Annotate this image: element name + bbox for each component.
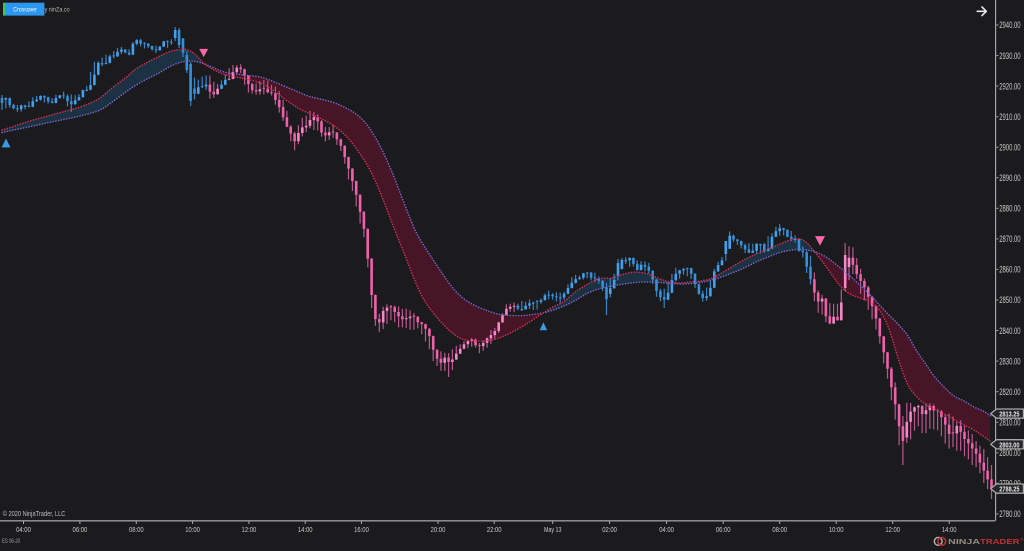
svg-text:TRADER: TRADER [980, 537, 1020, 546]
svg-text:12:00: 12:00 [242, 525, 257, 534]
svg-text:2810.00: 2810.00 [999, 417, 1020, 427]
svg-text:2820.00: 2820.00 [999, 387, 1020, 397]
svg-text:2910.00: 2910.00 [999, 112, 1020, 122]
svg-text:2940.00: 2940.00 [999, 20, 1020, 30]
svg-text:14:00: 14:00 [942, 525, 957, 534]
svg-text:2880.00: 2880.00 [999, 204, 1020, 214]
svg-text:2860.00: 2860.00 [999, 265, 1020, 275]
svg-text:y ninZa.co: y ninZa.co [45, 6, 70, 13]
svg-text:2788.25: 2788.25 [999, 485, 1020, 494]
svg-text:2930.00: 2930.00 [999, 51, 1020, 61]
svg-text:®: ® [1020, 536, 1024, 542]
svg-text:2890.00: 2890.00 [999, 173, 1020, 183]
svg-text:20:00: 20:00 [431, 525, 446, 534]
svg-text:© 2020 NinjaTrader, LLC: © 2020 NinjaTrader, LLC [3, 509, 66, 518]
svg-text:2850.00: 2850.00 [999, 295, 1020, 305]
svg-text:2780.00: 2780.00 [999, 509, 1020, 519]
svg-text:May 13: May 13 [544, 525, 562, 534]
svg-text:NINJA: NINJA [948, 537, 981, 546]
svg-text:2900.00: 2900.00 [999, 142, 1020, 152]
svg-text:2920.00: 2920.00 [999, 81, 1020, 91]
svg-text:ES 06-20: ES 06-20 [2, 538, 20, 545]
svg-text:04:00: 04:00 [16, 525, 31, 534]
svg-text:02:00: 02:00 [602, 525, 617, 534]
svg-text:08:00: 08:00 [772, 525, 787, 534]
svg-text:Crossover: Crossover [13, 7, 36, 14]
svg-text:22:00: 22:00 [487, 525, 502, 534]
svg-text:2813.25: 2813.25 [999, 410, 1020, 419]
svg-text:2840.00: 2840.00 [999, 326, 1020, 336]
svg-text:2800.00: 2800.00 [999, 448, 1020, 458]
svg-text:12:00: 12:00 [885, 525, 900, 534]
svg-text:2870.00: 2870.00 [999, 234, 1020, 244]
svg-text:08:00: 08:00 [129, 525, 144, 534]
svg-text:14:00: 14:00 [298, 525, 313, 534]
svg-text:10:00: 10:00 [185, 525, 200, 534]
svg-text:06:00: 06:00 [716, 525, 731, 534]
svg-text:2830.00: 2830.00 [999, 356, 1020, 366]
svg-text:16:00: 16:00 [354, 525, 369, 534]
svg-text:04:00: 04:00 [659, 525, 674, 534]
svg-text:06:00: 06:00 [73, 525, 88, 534]
svg-text:10:00: 10:00 [829, 525, 844, 534]
svg-text:2803.00: 2803.00 [999, 440, 1019, 449]
